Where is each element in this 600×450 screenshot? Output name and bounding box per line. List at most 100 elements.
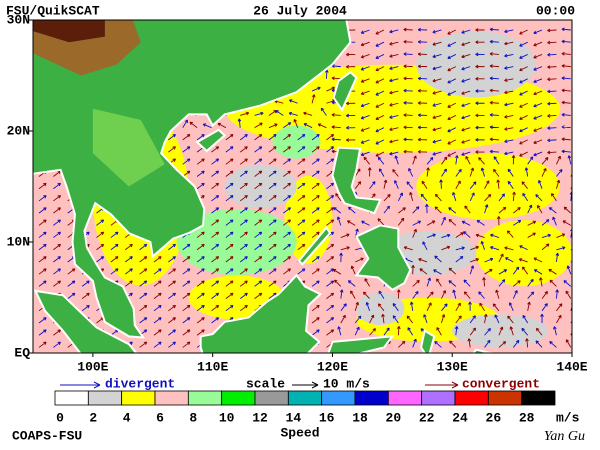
wind-arrow bbox=[397, 217, 405, 226]
wind-arrow bbox=[417, 125, 428, 130]
wind-arrow bbox=[412, 290, 419, 299]
wind-arrow bbox=[498, 269, 508, 275]
colorbar-box bbox=[121, 390, 156, 406]
colorbar-box bbox=[221, 390, 256, 406]
wind-arrow bbox=[375, 90, 385, 96]
wind-arrow bbox=[153, 329, 162, 336]
wind-arrow bbox=[53, 341, 61, 348]
wind-arrow bbox=[168, 304, 176, 312]
wind-arrow bbox=[225, 243, 234, 251]
wind-arrow bbox=[506, 230, 514, 238]
wind-arrow bbox=[455, 315, 462, 324]
wind-arrow bbox=[297, 219, 306, 226]
wind-arrow bbox=[432, 29, 442, 34]
wind-arrow bbox=[504, 102, 514, 107]
wind-arrow bbox=[489, 137, 499, 142]
wind-arrow bbox=[81, 304, 90, 312]
wind-arrow bbox=[563, 280, 572, 287]
wind-arrow bbox=[283, 146, 291, 153]
wind-arrow bbox=[519, 245, 528, 251]
wind-arrow bbox=[547, 150, 557, 155]
wind-arrow bbox=[547, 77, 557, 82]
wind-arrow bbox=[389, 41, 399, 46]
wind-arrow bbox=[504, 78, 514, 82]
wind-arrow bbox=[504, 90, 514, 95]
wind-arrow bbox=[53, 243, 61, 251]
wind-arrow bbox=[561, 112, 571, 117]
wind-arrow bbox=[297, 231, 306, 238]
wind-arrow bbox=[375, 151, 385, 157]
wind-arrow bbox=[211, 268, 220, 275]
wind-arrow bbox=[533, 115, 543, 120]
wind-arrow bbox=[447, 90, 457, 96]
wind-arrow bbox=[432, 41, 442, 46]
wind-arrow bbox=[396, 326, 401, 336]
wind-arrow bbox=[110, 256, 119, 263]
wind-arrow bbox=[447, 102, 457, 108]
wind-arrow bbox=[406, 181, 414, 190]
wind-arrow bbox=[521, 327, 529, 336]
wind-arrow bbox=[389, 66, 399, 70]
wind-arrow bbox=[254, 219, 263, 226]
wind-arrow bbox=[565, 290, 572, 299]
footer-left: COAPS-FSU bbox=[12, 428, 82, 443]
wind-arrow bbox=[465, 155, 471, 165]
wind-arrow bbox=[326, 280, 335, 287]
wind-arrow bbox=[475, 125, 485, 130]
wind-arrow bbox=[239, 231, 248, 238]
wind-arrow bbox=[561, 64, 571, 68]
wind-arrow bbox=[365, 301, 371, 311]
wind-arrow bbox=[124, 268, 133, 275]
wind-arrow bbox=[332, 268, 342, 275]
wind-arrow bbox=[283, 243, 291, 251]
wind-arrow bbox=[360, 53, 370, 59]
wind-arrow bbox=[283, 158, 291, 165]
wind-arrow bbox=[268, 280, 277, 287]
wind-arrow bbox=[337, 326, 342, 336]
wind-arrow bbox=[350, 265, 356, 275]
wind-arrow bbox=[139, 341, 148, 348]
wind-arrow bbox=[475, 64, 485, 69]
wind-arrow bbox=[424, 203, 429, 214]
wind-arrow bbox=[389, 151, 399, 156]
wind-arrow bbox=[311, 256, 320, 263]
colorbar-title: Speed bbox=[280, 425, 319, 440]
wind-arrow bbox=[504, 127, 514, 131]
wind-arrow bbox=[551, 193, 557, 202]
wind-arrow bbox=[394, 180, 399, 189]
wind-arrow bbox=[254, 170, 263, 177]
wind-arrow bbox=[556, 169, 563, 177]
wind-arrow bbox=[378, 168, 385, 177]
wind-arrow bbox=[434, 255, 442, 263]
map-body bbox=[33, 20, 572, 353]
wind-arrow bbox=[53, 256, 61, 263]
wind-arrow bbox=[225, 182, 234, 190]
wind-arrow bbox=[297, 146, 306, 153]
wind-arrow bbox=[283, 231, 291, 238]
wind-arrow bbox=[468, 301, 472, 311]
land bbox=[297, 225, 332, 266]
speed-patch bbox=[416, 31, 537, 98]
wind-arrow bbox=[331, 113, 341, 117]
wind-arrow bbox=[38, 256, 47, 263]
wind-arrow bbox=[565, 339, 572, 348]
wind-arrow bbox=[268, 123, 278, 129]
convergent-arrowhead bbox=[451, 381, 459, 389]
wind-arrow bbox=[303, 111, 313, 116]
wind-arrow bbox=[441, 156, 448, 165]
colorbar-tick: 14 bbox=[286, 410, 302, 425]
wind-arrow bbox=[375, 127, 385, 133]
wind-arrow bbox=[403, 52, 413, 56]
wind-arrow bbox=[326, 292, 335, 299]
wind-arrow bbox=[254, 134, 263, 141]
wind-arrow bbox=[283, 170, 291, 177]
wind-arrow bbox=[426, 167, 430, 177]
wind-arrow bbox=[412, 155, 417, 165]
wind-arrow bbox=[96, 231, 105, 238]
wind-arrow bbox=[124, 256, 133, 263]
wind-arrow bbox=[432, 127, 442, 132]
wind-arrow bbox=[383, 179, 388, 189]
land bbox=[195, 128, 227, 153]
wind-arrow bbox=[268, 207, 277, 214]
wind-arrow bbox=[326, 329, 335, 336]
